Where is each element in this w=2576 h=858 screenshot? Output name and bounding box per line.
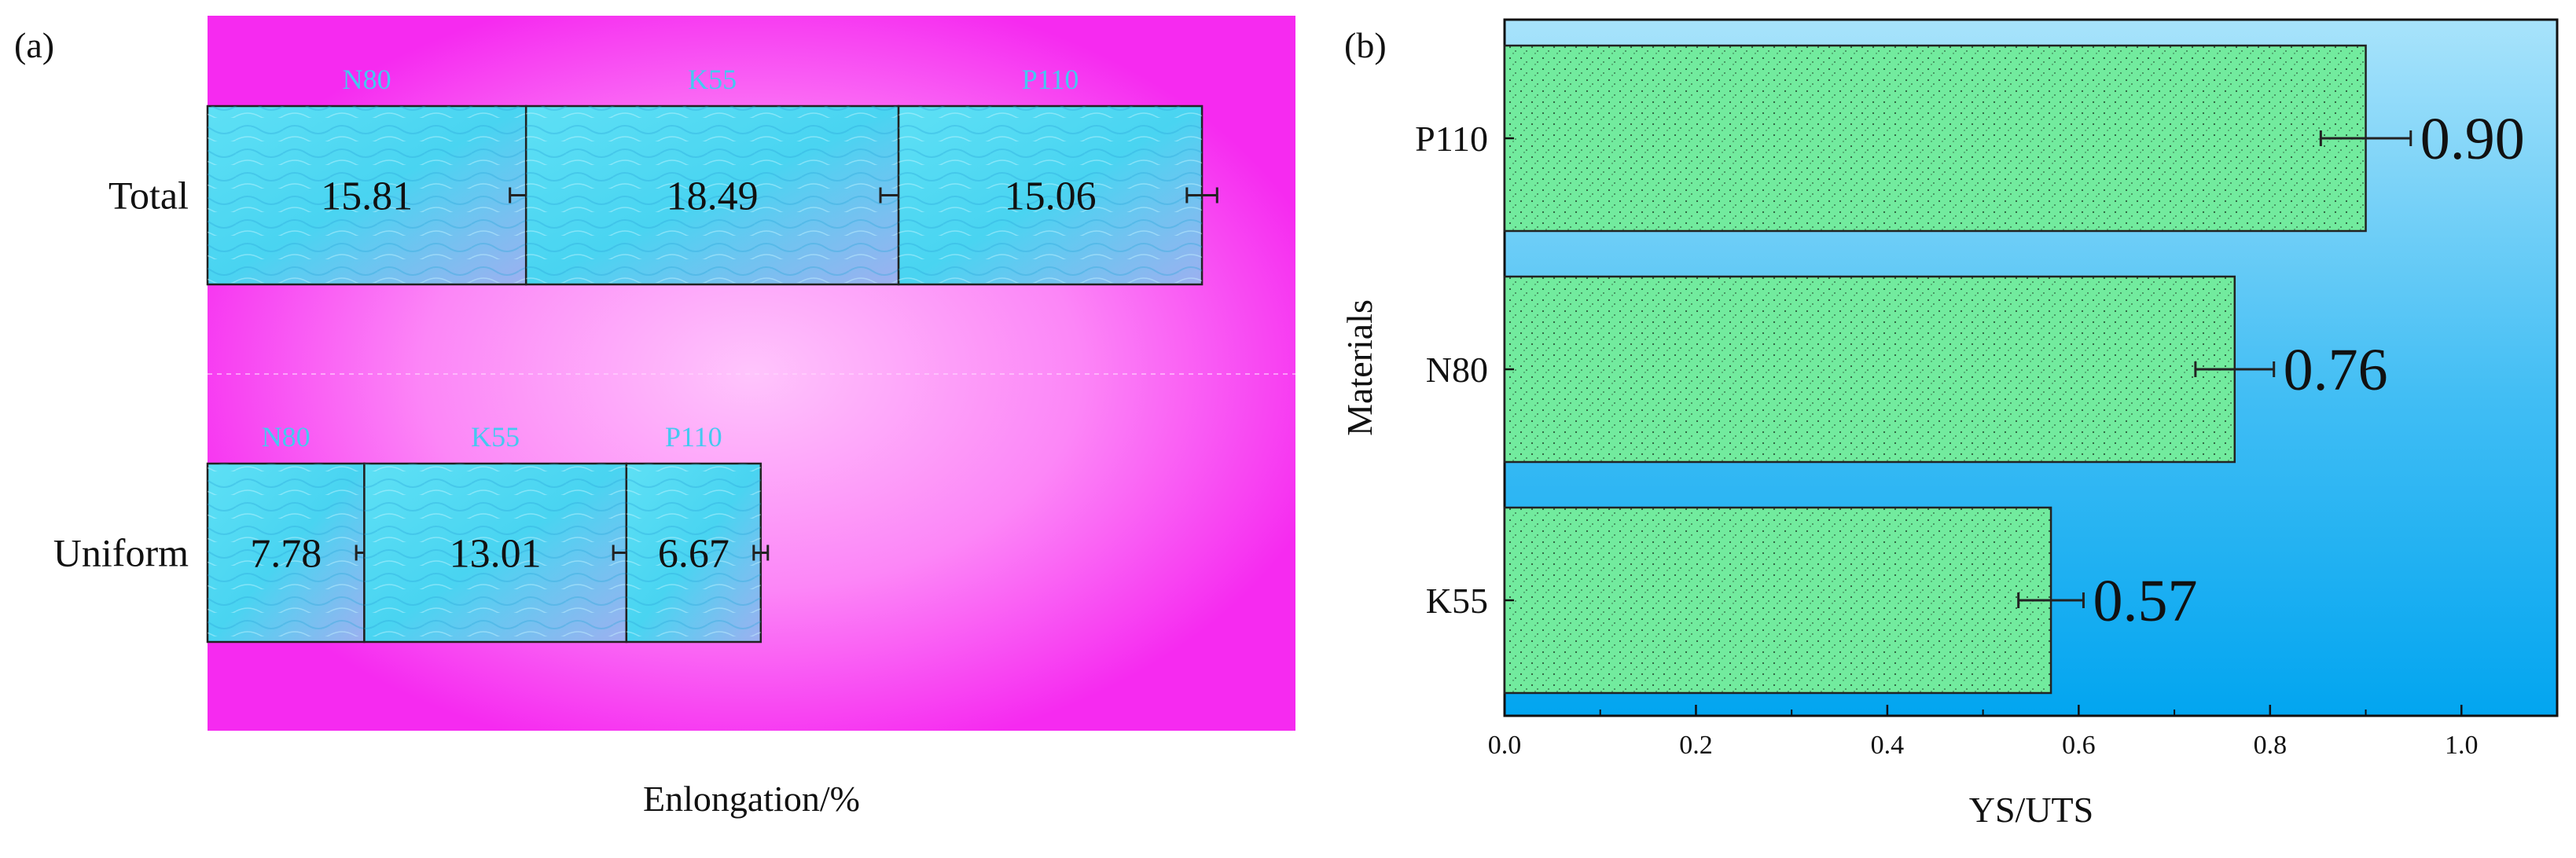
panel-a: (a) Total N80 15.81 K55 18.49 P110 15.06 Unifor… — [14, 16, 1295, 819]
panel-b-y-tick-label-n80: N80 — [1426, 350, 1488, 390]
panel-a-uniform-k55-value-label: 13.01 — [450, 532, 542, 577]
panel-b-y-axis-label: Materials — [1339, 299, 1380, 436]
panel-a-category-label-total: Total — [108, 174, 189, 218]
panel-a-label: (a) — [14, 25, 54, 65]
panel-a-total-n80-value-label: 15.81 — [321, 174, 413, 219]
panel-a-category-label-uniform: Uniform — [53, 531, 189, 575]
panel-a-uniform-p110-bar-texture — [626, 464, 761, 642]
panel-b-x-tick-label: 0.6 — [2062, 731, 2096, 760]
panel-b: (b) 0.90 0.76 0.57 P110 N80 K55 0.0 0.2 0.4 0.6 0… — [1339, 18, 2559, 830]
panel-b-x-tick-label: 0.2 — [1679, 731, 1713, 760]
panel-a-uniform-n80-value-label: 7.78 — [250, 532, 322, 577]
panel-a-x-axis-label: Enlongation/% — [643, 779, 860, 819]
panel-b-n80-bar — [1503, 275, 2236, 464]
panel-a-uniform-n80-segment-label: N80 — [262, 421, 311, 453]
panel-b-k55-value-label: 0.57 — [2093, 568, 2197, 634]
panel-a-total-n80-segment-label: N80 — [343, 64, 391, 95]
panel-a-total-p110-value-label: 15.06 — [1005, 174, 1097, 219]
panel-a-total-p110-segment-label: P110 — [1022, 64, 1079, 95]
panel-b-axes: P110 N80 K55 0.0 0.2 0.4 0.6 0.8 1.0 — [1415, 119, 2478, 760]
panel-b-x-tick-label: 1.0 — [2445, 731, 2479, 760]
panel-b-x-tick-label: 0.0 — [1488, 731, 1522, 760]
panel-b-x-axis-label: YS/UTS — [1969, 790, 2093, 830]
panel-b-x-tick-label: 0.8 — [2254, 731, 2288, 760]
panel-b-p110-bar — [1503, 44, 2367, 233]
panel-b-label: (b) — [1344, 25, 1387, 65]
panel-b-bars: 0.90 0.76 0.57 — [1503, 44, 2525, 695]
panel-a-uniform-k55-segment-label: K55 — [471, 421, 520, 453]
panel-a-uniform-p110-segment-label: P110 — [665, 421, 722, 453]
panel-b-y-tick-label-p110: P110 — [1415, 119, 1488, 159]
panel-a-bars: Total N80 15.81 K55 18.49 P110 15.06 Uniform N80… — [53, 64, 1218, 644]
panel-a-uniform-k55-bar-texture — [364, 464, 627, 642]
panel-a-uniform-n80-bar-texture — [208, 464, 365, 642]
panel-b-x-tick-label: 0.4 — [1871, 731, 1905, 760]
panel-b-n80-value-label: 0.76 — [2284, 337, 2388, 403]
panel-a-total-n80-bar-texture — [208, 106, 527, 284]
panel-a-total-k55-value-label: 18.49 — [667, 174, 759, 219]
panel-a-total-k55-bar-texture — [526, 106, 899, 284]
panel-a-total-k55-segment-label: K55 — [688, 64, 737, 95]
panel-b-k55-bar — [1503, 506, 2052, 695]
panel-b-p110-value-label: 0.90 — [2420, 106, 2525, 172]
panel-a-total-p110-bar-texture — [898, 106, 1203, 284]
panel-a-uniform-p110-value-label: 6.67 — [658, 532, 729, 577]
panel-b-y-tick-label-k55: K55 — [1426, 581, 1488, 621]
